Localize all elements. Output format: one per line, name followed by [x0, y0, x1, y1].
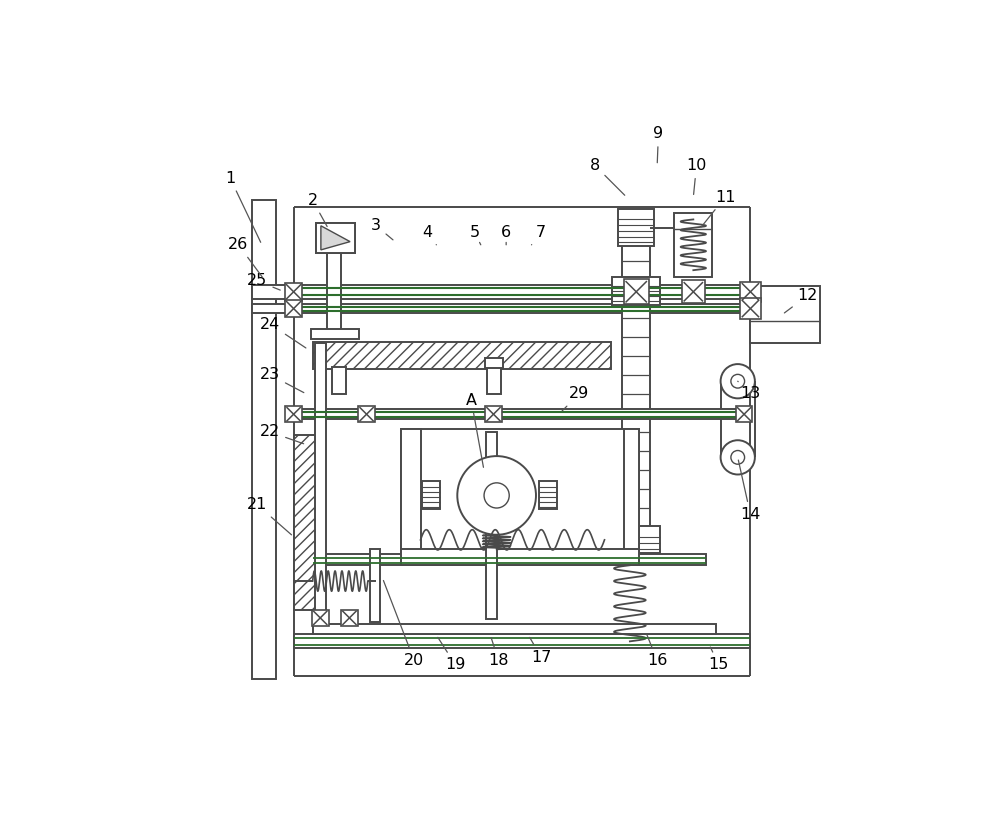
Bar	[370, 550, 380, 622]
Bar	[487, 368, 501, 394]
Text: 20: 20	[383, 581, 424, 668]
Circle shape	[731, 374, 745, 388]
Bar	[682, 280, 705, 303]
Text: 2: 2	[308, 193, 327, 227]
Bar	[740, 298, 761, 319]
Bar	[294, 410, 750, 419]
Bar	[624, 279, 649, 304]
Text: 24: 24	[260, 316, 306, 348]
Bar	[485, 358, 503, 368]
Bar	[313, 555, 706, 565]
Text: 16: 16	[647, 634, 667, 668]
Bar	[316, 222, 355, 253]
Text: 11: 11	[701, 190, 735, 227]
Text: 13: 13	[738, 382, 761, 401]
Bar	[401, 428, 421, 553]
Text: 25: 25	[247, 274, 280, 290]
Text: 26: 26	[228, 237, 262, 277]
Bar	[736, 406, 752, 423]
Bar	[294, 435, 322, 610]
Bar	[285, 300, 302, 317]
Bar	[674, 213, 712, 277]
Text: 14: 14	[738, 460, 761, 522]
Circle shape	[721, 364, 755, 398]
Text: 7: 7	[532, 225, 546, 245]
Bar	[313, 342, 611, 368]
Bar	[612, 277, 660, 305]
Circle shape	[457, 456, 536, 535]
Text: 3: 3	[371, 218, 393, 240]
Bar	[313, 624, 716, 634]
Bar	[624, 428, 639, 553]
Text: 22: 22	[260, 424, 304, 444]
Text: 5: 5	[469, 225, 481, 245]
Circle shape	[731, 451, 745, 464]
Bar	[358, 406, 375, 423]
Text: 21: 21	[247, 498, 292, 535]
Text: 4: 4	[422, 225, 436, 245]
Text: 15: 15	[709, 647, 729, 672]
Text: 23: 23	[260, 368, 304, 392]
Bar	[252, 200, 276, 680]
Text: 6: 6	[501, 225, 511, 245]
Bar	[311, 330, 359, 339]
Bar	[252, 304, 750, 312]
Bar	[294, 634, 750, 648]
Text: A: A	[466, 393, 483, 467]
Text: 8: 8	[590, 158, 625, 195]
Bar	[285, 406, 302, 423]
Text: 29: 29	[562, 386, 589, 411]
Bar	[622, 213, 650, 555]
Polygon shape	[321, 226, 350, 250]
Bar	[740, 282, 761, 302]
Polygon shape	[316, 222, 355, 253]
Text: 10: 10	[686, 158, 707, 194]
Text: 9: 9	[653, 126, 663, 162]
Bar	[612, 526, 660, 553]
Circle shape	[721, 440, 755, 475]
Text: 19: 19	[438, 637, 466, 672]
Text: 17: 17	[530, 638, 551, 665]
Bar	[252, 285, 750, 299]
Text: 12: 12	[784, 288, 818, 313]
Bar	[332, 368, 346, 394]
Text: 1: 1	[225, 171, 261, 242]
Text: 18: 18	[488, 638, 509, 668]
Circle shape	[484, 483, 509, 508]
Bar	[485, 406, 502, 423]
Bar	[401, 550, 639, 565]
Bar	[285, 283, 302, 301]
Bar	[315, 343, 326, 619]
Bar	[312, 610, 329, 626]
Bar	[422, 481, 440, 509]
Bar	[539, 481, 557, 509]
Bar	[618, 209, 654, 246]
Bar	[327, 245, 341, 330]
Bar	[341, 610, 358, 626]
Bar	[750, 286, 820, 343]
Bar	[486, 432, 497, 619]
Bar	[401, 428, 639, 553]
